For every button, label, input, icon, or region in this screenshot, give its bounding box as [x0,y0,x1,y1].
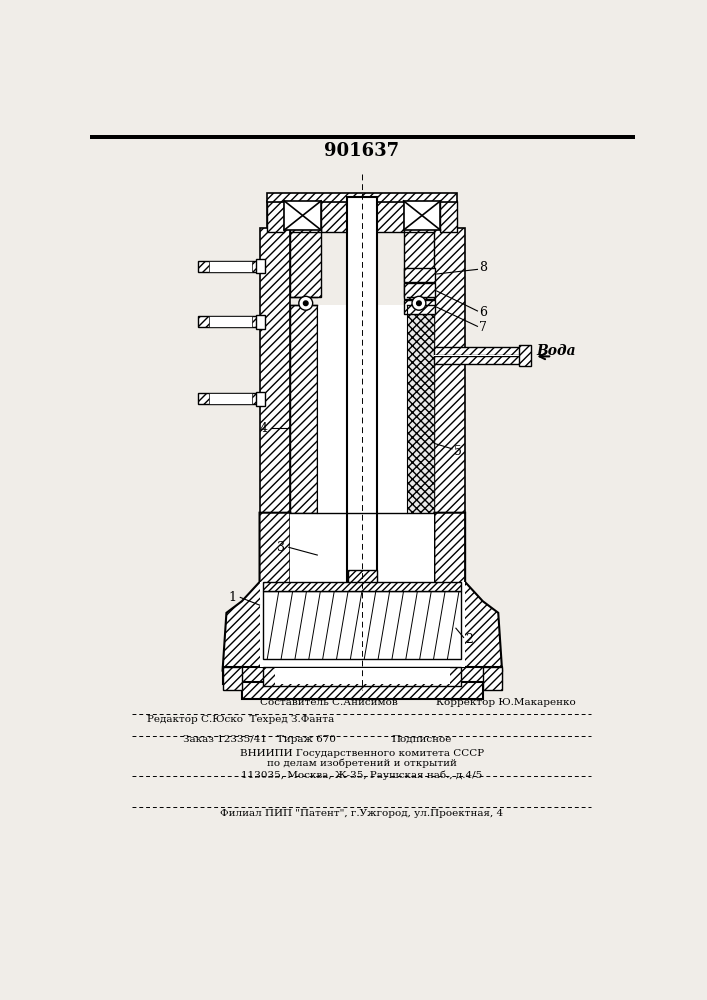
Bar [209,393,252,404]
Bar [264,582,461,591]
Bar [519,345,530,366]
Bar [291,305,317,513]
Bar [404,201,440,230]
Text: Вода: Вода [537,344,576,358]
Bar [404,228,434,297]
Bar [291,513,357,590]
Bar [440,201,457,232]
Text: Составитель С.Анисимов: Составитель С.Анисимов [260,698,398,707]
Bar [407,305,434,513]
Bar [291,228,321,297]
Bar [434,356,527,364]
Bar [267,193,457,202]
Bar [90,135,635,139]
Bar [242,682,483,699]
Bar [404,268,435,282]
Bar [264,667,461,686]
Text: 3: 3 [277,541,285,554]
Text: Редактор С.Юско  Техред З.Фанта: Редактор С.Юско Техред З.Фанта [146,715,334,724]
Bar [378,305,407,513]
Bar [259,582,465,667]
Bar [267,201,284,232]
Text: 6: 6 [479,306,487,319]
Bar [256,259,265,273]
Text: Подписное: Подписное [391,735,452,744]
Bar [198,393,264,404]
Bar [198,316,264,327]
Bar [275,668,450,684]
Text: 1: 1 [228,591,237,604]
Bar [284,201,321,230]
Text: по делам изобретений и открытий: по делам изобретений и открытий [267,759,457,768]
Bar [434,228,465,513]
Bar [267,201,457,232]
Circle shape [412,296,426,310]
Text: Филиал ПИП "Патент", г.Ужгород, ул.Проектная, 4: Филиал ПИП "Патент", г.Ужгород, ул.Проек… [221,809,503,818]
Bar [317,305,348,513]
Bar [264,591,461,659]
Text: 7: 7 [479,321,487,334]
Bar [198,261,264,272]
Circle shape [303,301,308,306]
Bar [404,300,435,314]
Bar [434,347,527,355]
Text: 8: 8 [479,261,487,274]
Text: ВНИИПИ Государственного комитета СССР: ВНИИПИ Государственного комитета СССР [240,749,484,758]
Text: 5: 5 [455,445,462,458]
Text: 901637: 901637 [325,142,399,160]
Text: Заказ 12335/41   Тираж 670: Заказ 12335/41 Тираж 670 [182,735,336,744]
Bar [209,261,252,272]
Text: 113035, Москва, Ж-35, Раушская наб., д.4/5: 113035, Москва, Ж-35, Раушская наб., д.4… [241,770,483,780]
Circle shape [416,301,421,306]
Bar [223,667,502,684]
Bar [346,197,378,590]
Bar [377,513,434,590]
Bar [256,392,265,406]
Circle shape [299,296,312,310]
Bar [434,355,527,356]
Bar [348,570,377,590]
Bar [256,315,265,329]
Text: Корректор Ю.Макаренко: Корректор Ю.Макаренко [436,698,575,707]
Bar [321,201,404,232]
Bar [483,667,502,690]
Bar [223,667,242,690]
Bar [404,283,435,299]
Bar [259,228,291,513]
Bar [407,305,434,513]
Polygon shape [223,513,502,671]
Bar [209,316,252,327]
Text: 4: 4 [259,422,267,434]
Text: 2: 2 [465,633,473,646]
